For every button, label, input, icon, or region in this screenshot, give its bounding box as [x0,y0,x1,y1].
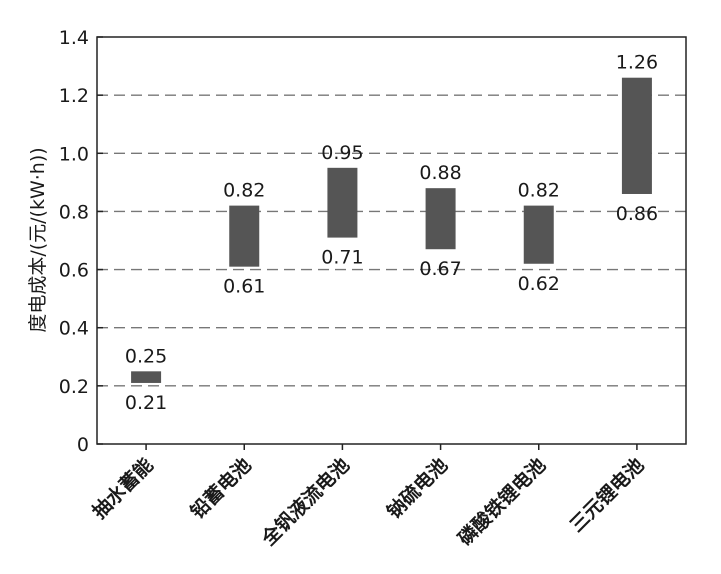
x-tick-label: 钠硫电池 [382,453,452,523]
y-tick-label: 0.6 [59,260,89,282]
data-label-high: 0.95 [321,142,363,164]
y-tick-label: 0.2 [59,376,89,398]
data-label-low: 0.62 [518,273,560,295]
x-tick-label: 三元锂电池 [565,453,648,536]
x-tick-label: 抽水蓄能 [88,453,158,523]
bars [131,77,652,383]
x-tick-label: 全钒液流电池 [256,453,354,551]
data-label-low: 0.67 [419,258,461,280]
data-label-low: 0.71 [321,247,363,269]
data-label-high: 0.82 [518,180,560,202]
range-bar [425,188,456,250]
range-bar [131,371,162,383]
axes [96,36,687,445]
data-label-high: 0.82 [223,180,265,202]
data-label-low: 0.86 [616,203,658,225]
y-tick-label: 0 [77,434,89,456]
data-label-high: 0.25 [125,345,167,367]
data-label-low: 0.21 [125,392,167,414]
y-tick-label: 1.4 [59,27,89,49]
data-label-low: 0.61 [223,276,265,298]
data-label-high: 1.26 [616,52,658,74]
y-tick-label: 1.0 [59,143,89,165]
range-bar [327,167,358,238]
y-tick-label: 0.4 [59,318,89,340]
plot-frame [96,36,687,445]
y-tick-label: 1.2 [59,85,89,107]
grid-lines [97,94,686,387]
x-tick-label: 铅蓄电池 [186,453,256,523]
y-ticks: 0 0.2 0.4 0.6 0.8 1.0 1.2 1.4 [59,27,103,456]
range-bar [523,205,554,264]
y-axis-title: 度电成本/(元/(kW·h)) [27,147,49,332]
data-labels: 0.25 0.21 0.82 0.61 0.95 0.71 0.88 0.67 0.82 0.62… [125,52,658,414]
range-bar [621,77,652,194]
y-tick-label: 0.8 [59,201,89,223]
x-tick-label: 磷酸铁锂电池 [453,453,550,550]
x-ticks: 抽水蓄能 铅蓄电池 全钒液流电池 钠硫电池 磷酸铁锂电池 三元锂电池 [88,444,648,551]
range-bar [229,205,260,267]
data-label-high: 0.88 [419,162,461,184]
